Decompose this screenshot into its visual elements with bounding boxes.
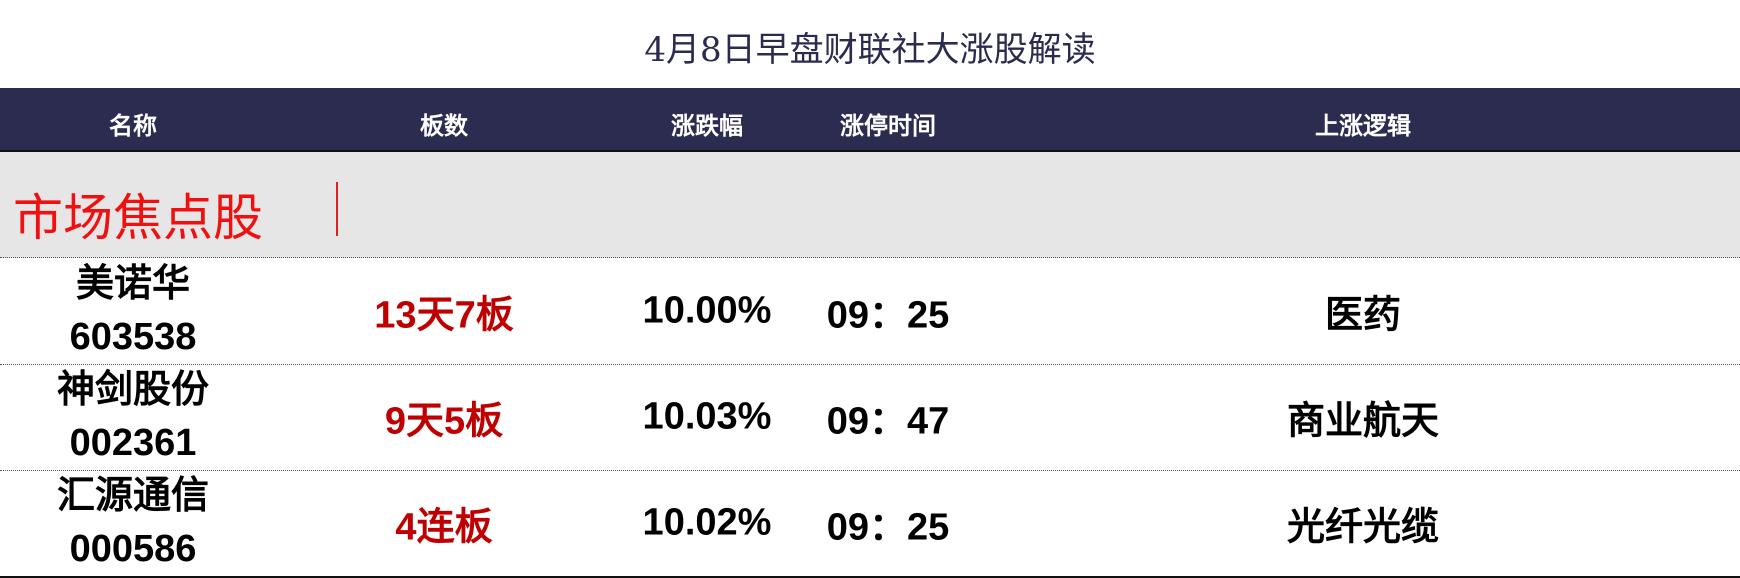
time-cell: 09：25 <box>826 294 950 337</box>
time-cell: 09：47 <box>826 400 950 443</box>
change-cell: 10.00% <box>642 289 772 332</box>
stock-name: 神剑股份 <box>56 369 210 411</box>
stock-code: 000586 <box>69 528 197 570</box>
stock-name: 美诺华 <box>75 263 190 305</box>
logic-cell: 医药 <box>1324 294 1402 337</box>
col-header-change: 涨跌幅 <box>671 113 743 140</box>
section-header: 市场焦点股 <box>0 152 1740 258</box>
table-row: 神剑股份 002361 9天5板 10.03% 09：47 商业航天 <box>0 364 1740 471</box>
table-row: 美诺华 603538 13天7板 10.00% 09：25 医药 <box>0 258 1740 365</box>
stock-name-cell: 神剑股份 002361 <box>57 364 209 470</box>
col-header-time: 涨停时间 <box>840 113 936 140</box>
change-cell: 10.02% <box>642 501 772 544</box>
page-title: 4月8日早盘财联社大涨股解读 <box>644 30 1096 70</box>
logic-cell: 光纤光缆 <box>1286 506 1440 549</box>
col-header-boards: 板数 <box>420 113 468 140</box>
stock-name-cell: 美诺华 603538 <box>70 258 197 364</box>
stock-name: 汇源通信 <box>56 475 210 517</box>
col-header-name: 名称 <box>109 113 157 140</box>
table-header: 名称 板数 涨跌幅 涨停时间 上涨逻辑 <box>0 88 1740 152</box>
time-cell: 09：25 <box>826 506 950 549</box>
boards-cell: 4连板 <box>395 506 493 549</box>
table-row: 汇源通信 000586 4连板 10.02% 09：25 光纤光缆 <box>0 470 1740 578</box>
stock-code: 002361 <box>69 422 197 464</box>
stock-code: 603538 <box>69 316 197 358</box>
logic-cell: 商业航天 <box>1286 400 1440 443</box>
boards-cell: 9天5板 <box>384 400 504 443</box>
stock-name-cell: 汇源通信 000586 <box>57 470 209 576</box>
section-title: 市场焦点股 <box>13 189 263 247</box>
section-divider <box>336 182 338 236</box>
col-header-logic: 上涨逻辑 <box>1315 113 1411 140</box>
boards-cell: 13天7板 <box>374 294 514 337</box>
change-cell: 10.03% <box>642 395 772 438</box>
